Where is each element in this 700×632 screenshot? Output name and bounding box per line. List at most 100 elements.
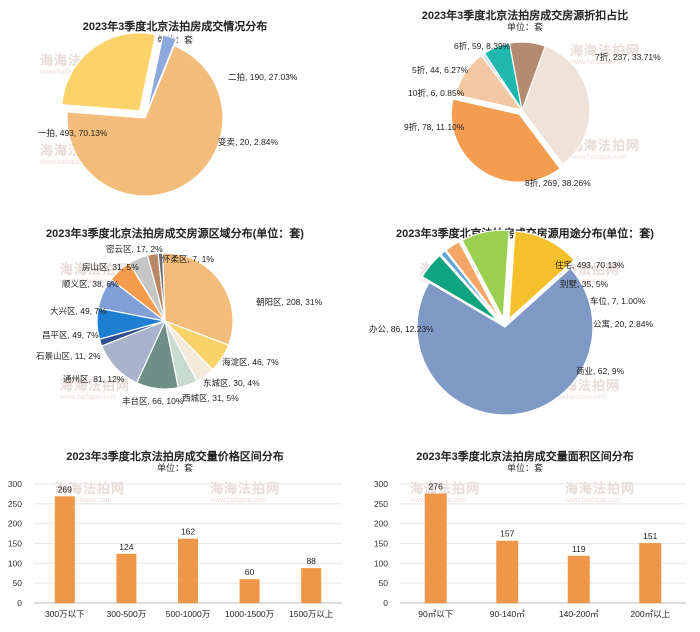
pie-slice bbox=[508, 41, 547, 113]
slice-label: 顺义区, 38, 6% bbox=[62, 279, 119, 289]
bar-value-label: 162 bbox=[181, 527, 195, 537]
slice-label: 二拍, 190, 27.03% bbox=[228, 72, 298, 82]
x-tick-label: 140-200㎡ bbox=[559, 609, 599, 619]
x-tick-label: 300万以下 bbox=[45, 609, 85, 619]
bar bbox=[567, 555, 590, 603]
slice-label: 通州区, 81, 12% bbox=[63, 374, 125, 384]
bar bbox=[178, 538, 198, 603]
slice-label: 6折, 59, 8.39% bbox=[454, 41, 511, 51]
slice-label: 公寓, 20, 2.84% bbox=[593, 319, 653, 329]
pie-slice bbox=[450, 98, 561, 183]
slice-label: 别墅, 35, 5% bbox=[560, 279, 609, 289]
chart-title: 2023年3季度北京法拍房成交房源折扣占比 bbox=[421, 10, 629, 22]
chart-panel-6: 2023年3季度北京法拍房成交量面积区间分布 单位：套 海海法拍网www.hai… bbox=[350, 430, 700, 632]
slice-label: 密云区, 17, 2% bbox=[106, 244, 163, 254]
y-tick-label: 100 bbox=[374, 558, 388, 568]
bar bbox=[301, 568, 322, 603]
x-tick-label: 300-500万 bbox=[107, 609, 147, 619]
chart-title: 2023年3季度北京法拍房成交量面积区间分布 bbox=[416, 451, 634, 463]
chart-title: 2023年3季度北京法拍房成交量价格区间分布 bbox=[66, 451, 284, 463]
pie-slice bbox=[421, 254, 499, 322]
slice-label: 5折, 44, 6.27% bbox=[412, 65, 469, 75]
bar bbox=[116, 553, 137, 603]
bar-chart: 0 50 100 150 200 250 300 269 300万以下 124 300-500万 16… bbox=[8, 479, 342, 619]
chart-panel-4: 2023年3季度北京法拍房成交房源用途分布(单位：套) 海海法拍网www.hai… bbox=[350, 215, 700, 420]
x-tick-label: 90-140㎡ bbox=[490, 609, 525, 619]
slice-label: 石景山区, 11, 2% bbox=[36, 351, 101, 361]
pie-slice bbox=[157, 252, 166, 322]
y-tick-label: 100 bbox=[8, 558, 22, 568]
pie-chart: 一拍, 493, 70.13% 二拍, 190, 27.03% 变卖, 20, 2.… bbox=[38, 32, 298, 197]
slice-label: 9折, 78, 11.10% bbox=[404, 122, 465, 132]
chart-panel-2: 2023年3季度北京法拍房成交房源折扣占比 单位：套 海海法拍网 www.haif… bbox=[350, 0, 700, 210]
pie-slice bbox=[521, 45, 591, 166]
bar bbox=[239, 579, 260, 603]
bar-value-label: 60 bbox=[245, 567, 255, 577]
chart-panel-1: 2023年3季度北京法拍房成交情况分布 单位：套 海海法拍网www.haifap… bbox=[0, 0, 350, 210]
slice-label: 10折, 6, 0.85% bbox=[408, 88, 465, 98]
y-tick-label: 150 bbox=[8, 539, 22, 549]
y-tick-label: 250 bbox=[374, 499, 388, 509]
pie-slice bbox=[439, 249, 500, 321]
x-tick-label: 1500万以上 bbox=[289, 609, 334, 619]
y-tick-label: 150 bbox=[374, 539, 388, 549]
chart-subtitle: 单位：套 bbox=[506, 22, 543, 32]
y-tick-label: 200 bbox=[8, 519, 22, 529]
chart-panel-5: 2023年3季度北京法拍房成交量价格区间分布 单位：套 海海法拍网 www.hai… bbox=[0, 430, 350, 632]
pie-chart: 7折, 237, 33.71% 8折, 269, 38.26% 9折, 78, 11… bbox=[404, 41, 661, 188]
bar bbox=[54, 496, 75, 603]
bar bbox=[639, 543, 662, 603]
x-tick-label: 1000-1500万 bbox=[225, 609, 274, 619]
pie-slice bbox=[416, 267, 594, 416]
slice-label: 丰台区, 66, 10% bbox=[122, 396, 184, 406]
slice-label: 昌平区, 49, 7% bbox=[42, 330, 99, 340]
slice-label: 一拍, 493, 70.13% bbox=[38, 128, 108, 138]
x-tick-label: 90㎡以下 bbox=[418, 609, 453, 619]
y-tick-label: 200 bbox=[374, 519, 388, 529]
chart-subtitle: 单位：套 bbox=[506, 463, 543, 473]
bar-chart: 0 50 100 150 200 250 300 276 90㎡以下 157 90-140㎡ 119 1… bbox=[374, 479, 686, 619]
y-tick-label: 0 bbox=[383, 598, 388, 608]
pie-slice bbox=[461, 229, 510, 321]
slice-label: 办公, 86, 12.23% bbox=[369, 324, 434, 334]
bar bbox=[496, 540, 519, 603]
slice-label: 海淀区, 46, 7% bbox=[222, 357, 279, 367]
pie-slice bbox=[162, 252, 234, 346]
y-tick-label: 50 bbox=[379, 578, 389, 588]
bar-value-label: 276 bbox=[429, 482, 443, 492]
bar-value-label: 157 bbox=[500, 529, 514, 539]
slice-label: 朝阳区, 208, 31% bbox=[256, 297, 323, 307]
x-tick-label: 500-1000万 bbox=[166, 609, 210, 619]
pie-slice bbox=[61, 32, 157, 112]
bar bbox=[424, 493, 447, 603]
y-tick-label: 300 bbox=[8, 479, 22, 489]
pie-slice bbox=[445, 240, 501, 320]
chart-title: 2023年3季度北京法拍房成交情况分布 bbox=[82, 21, 268, 33]
y-tick-label: 300 bbox=[374, 479, 388, 489]
slice-label: 房山区, 31, 5% bbox=[82, 262, 139, 272]
y-tick-label: 50 bbox=[13, 578, 23, 588]
bar-value-label: 269 bbox=[58, 484, 72, 494]
chart-title: 2023年3季度北京法拍房成交房源区域分布(单位：套) bbox=[46, 228, 304, 240]
slice-label: 西城区, 31, 5% bbox=[182, 393, 239, 403]
pie-slice bbox=[66, 44, 224, 197]
pie-chart: 朝阳区, 208, 31% 海淀区, 46, 7% 东城区, 30, 4% 西城区, … bbox=[36, 244, 323, 406]
bar-value-label: 124 bbox=[119, 542, 133, 552]
bar-value-label: 119 bbox=[572, 544, 586, 554]
bar-value-label: 151 bbox=[643, 531, 657, 541]
chart-panel-3: 2023年3季度北京法拍房成交房源区域分布(单位：套) 海海法拍网 www.hai… bbox=[0, 215, 350, 420]
slice-label: 8折, 269, 38.26% bbox=[525, 178, 591, 188]
slice-label: 商业, 62, 9% bbox=[576, 366, 625, 376]
slice-label: 大兴区, 49, 7% bbox=[50, 306, 107, 316]
slice-label: 7折, 237, 33.71% bbox=[595, 52, 661, 62]
slice-label: 车位, 7, 1.00% bbox=[590, 296, 646, 306]
y-tick-label: 250 bbox=[8, 499, 22, 509]
x-tick-label: 200㎡以上 bbox=[630, 609, 670, 619]
